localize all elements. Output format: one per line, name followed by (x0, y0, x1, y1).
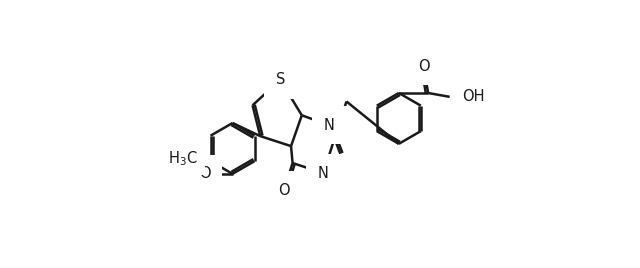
Text: H$_3$C: H$_3$C (168, 149, 198, 168)
Text: S: S (276, 72, 285, 87)
Text: N: N (324, 118, 335, 133)
Text: O: O (278, 183, 290, 198)
Text: N: N (318, 166, 329, 181)
Text: OH: OH (462, 89, 484, 104)
Text: O: O (199, 166, 211, 181)
Text: O: O (419, 58, 430, 73)
